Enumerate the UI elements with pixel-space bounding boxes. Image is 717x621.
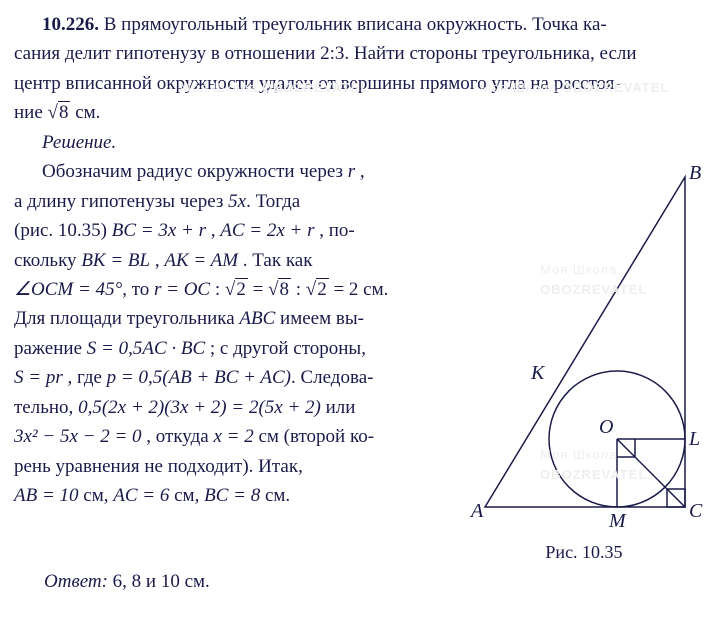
text: = [248,279,268,300]
text: а длину гипотенузы через [14,191,228,212]
math: 0,5(2x + 2)(3x + 2) = 2(5x + 2) [78,397,321,418]
label-C: C [689,500,703,522]
math: AC = 6 [113,485,169,506]
problem-statement: центр вписанной окружности удален от вер… [14,69,703,98]
text: : [210,279,225,300]
triangle-diagram: A C B K L M O [465,157,703,537]
text: см, [169,485,204,506]
label-L: L [688,428,700,450]
math: 3x² − 5x − 2 = 0 [14,426,142,447]
text: скольку [14,250,81,271]
text: или [321,397,356,418]
text: Обозначим радиус окружности через [42,161,348,182]
text: см, [79,485,114,506]
answer-label: Ответ: [44,571,108,592]
math: AK = AM [164,250,238,271]
text: , [150,250,164,271]
math: BC = 3x + r [112,220,206,241]
text: см. [260,485,290,506]
problem-statement: ние 8 см. [14,98,703,127]
math: ABC [239,308,275,329]
text: (рис. 10.35) [14,220,112,241]
text: см. [70,102,100,123]
math: S = pr [14,367,63,388]
sqrt-icon: 8 [268,275,291,304]
text: . Тогда [246,191,300,212]
problem-number: 10.226. [14,14,99,35]
text: , где [63,367,107,388]
figure-caption: Рис. 10.35 [465,539,703,567]
text: ; с другой стороны, [205,338,366,359]
text: . Так как [238,250,312,271]
label-K: K [530,362,546,384]
answer-text: 6, 8 и 10 см. [108,571,210,592]
problem-statement: 10.226. В прямоугольный треугольник впис… [14,10,703,39]
math: S = 0,5AC · BC [87,338,205,359]
text: тельно, [14,397,78,418]
text: , то [122,279,154,300]
math: p = 0,5(AB + BC + AC) [107,367,291,388]
sqrt-icon: 2 [225,275,248,304]
sqrt-icon: 8 [48,98,71,127]
math: BC = 8 [204,485,260,506]
text: : [291,279,306,300]
solution-body: Обозначим радиус окружности через r , а … [14,157,457,510]
text: В прямоугольный треугольник вписана окру… [104,14,607,35]
text: имеем вы- [275,308,364,329]
text: , [355,161,365,182]
text: = 2 см. [329,279,389,300]
math: BK = BL [81,250,150,271]
math: ∠OCM = 45° [14,279,122,300]
math: r = OC [154,279,210,300]
sqrt-icon: 2 [306,275,329,304]
math: x = 2 [213,426,253,447]
math: AB = 10 [14,485,79,506]
label-A: A [469,500,484,522]
text: ние [14,102,48,123]
text: Для площади треугольника [14,308,239,329]
label-B: B [689,162,701,184]
label-O: O [599,416,613,438]
text: . Следова- [291,367,374,388]
text: ражение [14,338,87,359]
math: 5x [228,191,246,212]
label-M: M [608,510,627,532]
text: , откуда [142,426,214,447]
math: AC = 2x + r [220,220,314,241]
answer: Ответ: 6, 8 и 10 см. [14,567,703,596]
text: , [206,220,220,241]
text: рень уравнения не подходит). Итак, [14,452,457,481]
text: см (второй ко- [254,426,374,447]
text: , по- [315,220,355,241]
problem-statement: сания делит гипотенузу в отношении 2:3. … [14,39,703,68]
solution-label: Решение. [14,128,703,157]
figure: A C B K L M O Рис. 10.35 [465,157,703,567]
